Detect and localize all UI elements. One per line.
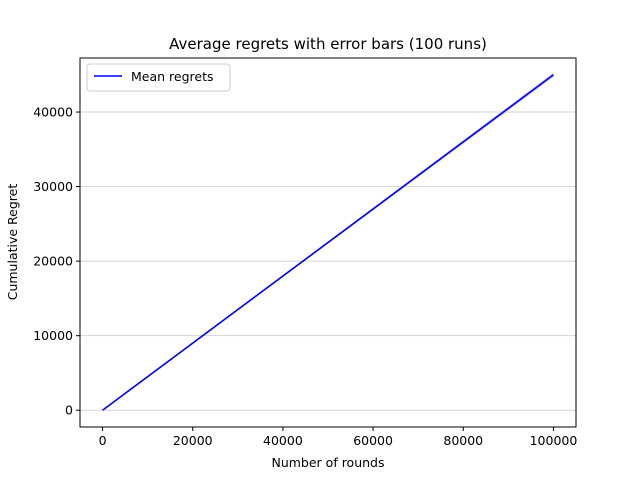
y-tick-label: 20000 — [33, 254, 73, 269]
series-line — [102, 74, 554, 411]
x-axis: 0 20000 40000 60000 80000 100000 — [99, 427, 578, 448]
x-tick-label: 20000 — [173, 433, 213, 448]
x-tick-label: 100000 — [530, 433, 578, 448]
y-axis: 0 10000 20000 30000 40000 — [33, 105, 80, 418]
y-axis-title: Cumulative Regret — [5, 184, 20, 301]
x-tick-label: 60000 — [353, 433, 393, 448]
y-tick-label: 0 — [65, 403, 73, 418]
legend: Mean regrets — [86, 63, 231, 92]
legend-label: Mean regrets — [131, 69, 214, 84]
x-tick-label: 0 — [99, 433, 107, 448]
x-axis-title: Number of rounds — [271, 455, 384, 470]
chart-title: Average regrets with error bars (100 run… — [169, 35, 487, 53]
x-tick-label: 80000 — [443, 433, 483, 448]
y-tick-label: 40000 — [33, 105, 73, 120]
plot-frame — [79, 57, 577, 428]
y-tick-label: 30000 — [33, 179, 73, 194]
y-tick-label: 10000 — [33, 328, 73, 343]
series-lines — [102, 74, 554, 411]
grid-lines — [80, 111, 576, 411]
x-tick-label: 40000 — [263, 433, 303, 448]
legend-box — [86, 63, 231, 92]
